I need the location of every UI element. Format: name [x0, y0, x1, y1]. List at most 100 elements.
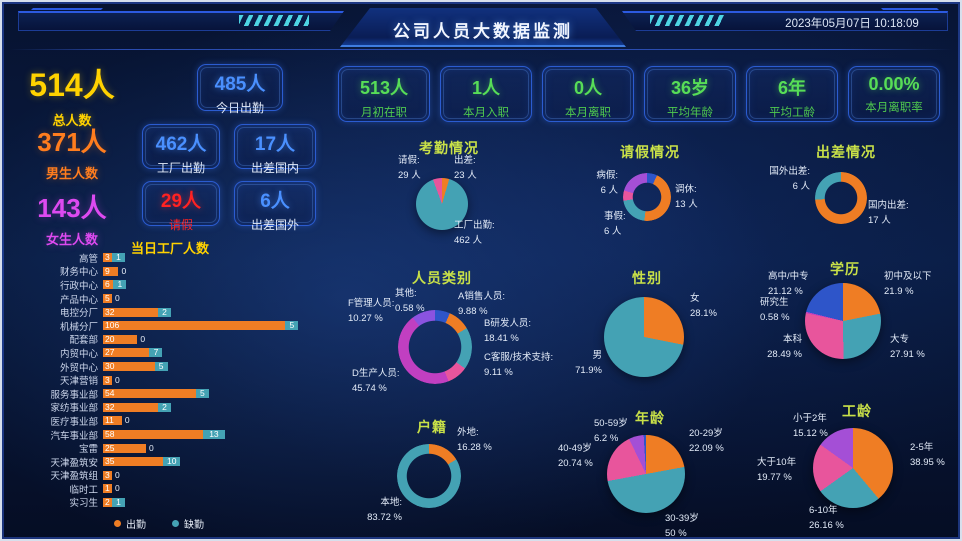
bar-row[interactable]: 配套部 20 0 [24, 333, 340, 346]
legend-item-absent[interactable]: 缺勤 [172, 516, 204, 531]
bar-row-label: 临时工 [69, 484, 98, 496]
page-title: 公司人员大数据监测 [393, 22, 573, 41]
registration-donut-chart[interactable] [397, 444, 461, 508]
bar-row[interactable]: 机械分厂 106 5 [24, 319, 340, 333]
chart-label: 国内出差: 17 人 [868, 200, 909, 226]
kpi-label: 本月入职 [463, 107, 509, 119]
bar-row-bars: 11 0 [103, 415, 130, 426]
stat-total-headcount: 514人 总人数 [24, 60, 120, 129]
absent-bar: 0 [124, 415, 130, 426]
kpi-month-departures: 0人 本月离职 [542, 66, 634, 122]
chart-label: 大于10年 19.77 % [757, 457, 797, 483]
bar-chart-title: 当日工厂人数 [130, 241, 209, 256]
legend-dot-absent-icon [172, 520, 179, 527]
stat-female-count: 143人 女生人数 [24, 188, 120, 248]
legend-item-present[interactable]: 出勤 [114, 516, 146, 531]
bar-row[interactable]: 服务事业部 54 5 [24, 387, 340, 401]
bar-row[interactable]: 天津盈筑安 35 10 [24, 455, 340, 469]
gender-pie-chart[interactable] [604, 297, 684, 377]
kpi-month-start-headcount: 513人 月初在职 [338, 66, 430, 122]
box-trip-domestic-label: 出差国内 [250, 161, 299, 175]
box-factory-value: 462人 [155, 134, 207, 155]
kpi-label: 平均工龄 [769, 107, 815, 119]
bar-row-label: 高管 [78, 253, 98, 265]
chart-label: C客服/技术支持: 9.11 % [484, 352, 554, 378]
attendance-pie-chart[interactable] [416, 178, 468, 230]
kpi-value: 0人 [573, 78, 602, 98]
bar-row[interactable]: 外贸中心 30 5 [24, 360, 340, 374]
chart-label: 女 28.1% [690, 293, 717, 319]
stat-female-value: 143人 [37, 193, 107, 223]
chart-title-age: 年龄 [635, 410, 665, 426]
present-bar: 58 [103, 430, 203, 440]
bar-row[interactable]: 天津盈筑组 3 0 [24, 469, 340, 482]
bar-row-bars: 3 1 [103, 253, 125, 263]
age-pie-chart[interactable] [607, 435, 685, 513]
bar-row[interactable]: 医疗事业部 11 0 [24, 414, 340, 428]
bar-row-label: 机械分厂 [59, 321, 98, 333]
present-bar: 6 [103, 280, 114, 290]
bar-row-label: 天津盈筑安 [50, 457, 98, 469]
chart-label: 男 71.9% [575, 350, 602, 376]
bar-row[interactable]: 高管 3 1 [24, 251, 340, 265]
kpi-average-tenure: 6年 平均工龄 [746, 66, 838, 122]
kpi-label: 平均年龄 [667, 107, 713, 119]
header-corner-step-right [881, 8, 939, 10]
bar-row[interactable]: 天津营销 3 0 [24, 373, 340, 387]
bar-row[interactable]: 内贸中心 27 7 [24, 346, 340, 360]
present-bar: 9 [103, 266, 119, 276]
department-bar-chart[interactable]: 高管 3 1 财务中心 9 0 行政中心 6 1 产品中心 5 [24, 251, 340, 509]
bar-row[interactable]: 汽车事业部 58 13 [24, 428, 340, 442]
absent-bar: 0 [115, 469, 120, 480]
present-bar: 35 [103, 457, 164, 467]
slash-marks-icon [239, 15, 309, 26]
chart-title-business-trip: 出差情况 [816, 144, 876, 160]
stat-male-label: 男生人数 [45, 166, 98, 181]
chart-label: 初中及以下 21.9 % [884, 271, 932, 297]
bar-row[interactable]: 家纺事业部 32 2 [24, 401, 340, 414]
chart-label: 30-39岁 50 % [665, 513, 699, 539]
kpi-label: 月初在职 [361, 107, 407, 119]
absent-bar: 1 [112, 253, 125, 263]
leave-donut-chart[interactable] [623, 173, 671, 221]
present-bar: 25 [103, 443, 146, 453]
chart-label: 调休: 13 人 [675, 184, 698, 210]
present-bar: 5 [103, 294, 112, 304]
box-factory-label: 工厂出勤 [156, 161, 205, 175]
kpi-value: 36岁 [670, 78, 710, 98]
tenure-pie-chart[interactable] [813, 428, 893, 508]
chart-label: 50-59岁 6.2 % [594, 418, 628, 444]
bar-row-label: 天津营销 [59, 376, 98, 388]
absent-bar: 10 [163, 457, 181, 467]
bar-row[interactable]: 产品中心 5 0 [24, 292, 340, 306]
kpi-label: 本月离职率 [865, 102, 923, 114]
bar-row[interactable]: 临时工 1 0 [24, 482, 340, 496]
stat-male-value: 371人 [37, 127, 107, 157]
trip-donut-chart[interactable] [815, 172, 867, 224]
box-trip-abroad: 6人 出差国外 [234, 181, 316, 232]
chart-title-tenure: 工龄 [842, 403, 872, 419]
chart-label: 6-10年 26.16 % [809, 505, 844, 531]
bar-row-label: 宝雷 [78, 444, 98, 456]
header-corner-step-left [31, 8, 103, 10]
bar-row[interactable]: 行政中心 6 1 [24, 278, 340, 292]
chart-label: 研究生 0.58 % [760, 297, 790, 323]
bar-row-bars: 5 0 [103, 294, 120, 304]
bar-row[interactable]: 实习生 2 1 [24, 496, 340, 509]
chart-label: 出差: 23 人 [454, 155, 477, 181]
category-donut-chart[interactable] [398, 310, 472, 384]
present-bar: 1 [103, 484, 112, 494]
chart-label: 事假: 6 人 [604, 211, 626, 237]
absent-bar: 1 [113, 280, 127, 290]
kpi-label: 本月离职 [565, 107, 611, 119]
chart-label: A销售人员: 9.88 % [458, 291, 505, 317]
box-today-attendance: 485人 今日出勤 [197, 64, 283, 115]
bar-row[interactable]: 财务中心 9 0 [24, 265, 340, 278]
bar-row-label: 外贸中心 [59, 362, 98, 374]
bar-row[interactable]: 电控分厂 32 2 [24, 305, 340, 319]
absent-bar: 1 [112, 497, 125, 507]
education-pie-chart[interactable] [805, 283, 881, 359]
chart-title-gender: 性别 [632, 270, 662, 286]
bar-row[interactable]: 宝雷 25 0 [24, 441, 340, 455]
absent-bar: 13 [202, 430, 226, 440]
